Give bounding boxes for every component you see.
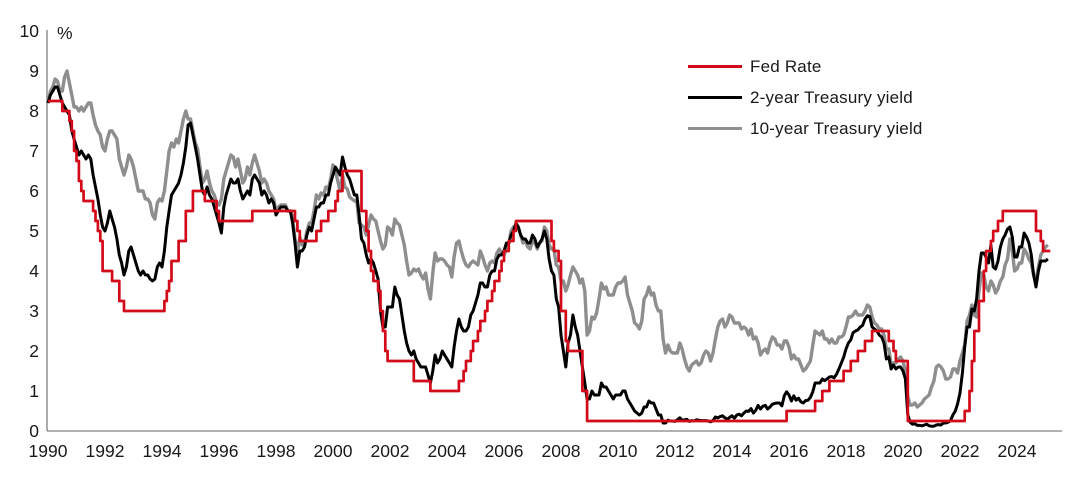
x-tick-label: 2000	[314, 441, 353, 461]
y-tick-label: 7	[29, 141, 39, 161]
y-tick-label: 4	[29, 261, 39, 281]
x-tick-label: 2004	[428, 441, 467, 461]
x-tick-label: 1992	[86, 441, 125, 461]
series-line-fed-rate	[48, 99, 1051, 423]
y-tick-label: 10	[20, 21, 40, 41]
x-tick-label: 2012	[656, 441, 695, 461]
legend-item-2-year-treasury-yield: 2-year Treasury yield	[688, 82, 923, 113]
legend-line-swatch-2-year	[688, 95, 742, 100]
x-tick-label: 1994	[143, 441, 182, 461]
legend-item-10-year-treasury-yield: 10-year Treasury yield	[688, 113, 923, 144]
x-tick-label: 2024	[998, 441, 1037, 461]
legend-label-2-year: 2-year Treasury yield	[750, 87, 913, 107]
x-tick-label: 2008	[542, 441, 581, 461]
x-tick-label: 2016	[770, 441, 809, 461]
series-line-2-year-treasury-yield	[46, 85, 1049, 428]
x-tick-label: 2006	[485, 441, 524, 461]
y-tick-label: 9	[29, 61, 39, 81]
x-tick-label: 2014	[713, 441, 752, 461]
y-tick-label: 3	[29, 301, 39, 321]
legend-label-fed-rate: Fed Rate	[750, 56, 822, 76]
y-tick-label: 1	[29, 381, 39, 401]
y-tick-label: 8	[29, 101, 39, 121]
y-tick-label: 2	[29, 341, 39, 361]
x-tick-label: 2022	[941, 441, 980, 461]
x-tick-label: 1996	[200, 441, 239, 461]
legend-line-swatch-10-year	[688, 126, 742, 131]
x-tick-label: 2020	[884, 441, 923, 461]
x-tick-label: 1990	[29, 441, 68, 461]
legend-line-swatch-fed-rate	[688, 64, 742, 69]
legend-label-10-year: 10-year Treasury yield	[750, 118, 923, 138]
x-tick-label: 2018	[827, 441, 866, 461]
y-tick-label: 6	[29, 181, 39, 201]
legend: Fed Rate 2-year Treasury yield 10-year T…	[688, 51, 923, 144]
x-tick-label: 1998	[257, 441, 296, 461]
y-tick-label: 5	[29, 221, 39, 241]
y-axis-unit-label: %	[57, 23, 73, 43]
y-tick-label: 0	[29, 421, 39, 441]
x-tick-label: 2002	[371, 441, 410, 461]
x-tick-label: 2010	[599, 441, 638, 461]
legend-item-fed-rate: Fed Rate	[688, 51, 923, 82]
